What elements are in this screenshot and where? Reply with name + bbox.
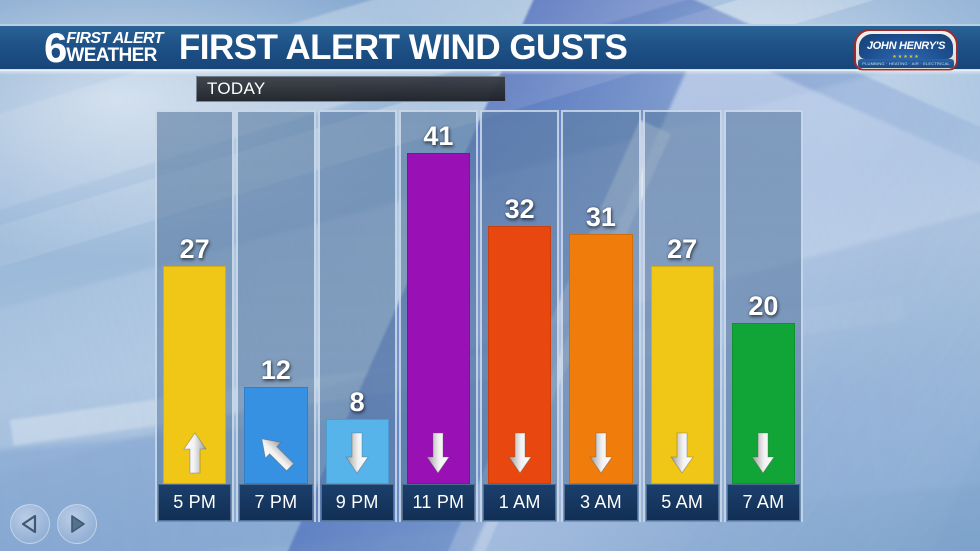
chart-column[interactable]: 27 5 AM bbox=[642, 110, 722, 522]
arrow-down-icon bbox=[751, 432, 776, 474]
station-logo-words: FIRST ALERT WEATHER bbox=[66, 29, 163, 66]
bar bbox=[569, 234, 633, 484]
bar bbox=[244, 387, 308, 484]
day-label: TODAY bbox=[207, 79, 266, 98]
time-label: 3 AM bbox=[579, 492, 622, 512]
sponsor-logo: JOHN HENRY'S ★★★★★ PLUMBING · HEATING · … bbox=[854, 29, 958, 71]
navigation-controls bbox=[10, 504, 97, 544]
sponsor-tagline: PLUMBING · HEATING · AIR · ELECTRICAL bbox=[858, 59, 954, 68]
time-label-box: 11 PM bbox=[401, 484, 475, 521]
next-button[interactable] bbox=[57, 504, 97, 544]
bar bbox=[488, 226, 552, 484]
time-label: 11 PM bbox=[412, 492, 465, 512]
chart-column[interactable]: 41 11 PM bbox=[398, 110, 478, 522]
bar-area: 27 bbox=[157, 113, 232, 484]
sponsor-name: JOHN HENRY'S bbox=[866, 40, 946, 52]
chart-column[interactable]: 27 5 PM bbox=[155, 110, 235, 522]
previous-button[interactable] bbox=[10, 504, 50, 544]
day-label-bar: TODAY bbox=[196, 76, 506, 102]
sponsor-shield-inner bbox=[859, 34, 953, 59]
sponsor-shield: JOHN HENRY'S ★★★★★ PLUMBING · HEATING · … bbox=[854, 29, 958, 71]
bar bbox=[650, 266, 714, 484]
chevron-right-icon bbox=[71, 515, 85, 533]
arrow-down-icon bbox=[589, 432, 613, 474]
chart-column[interactable]: 12 7 PM bbox=[236, 110, 316, 522]
header-banner: 6 FIRST ALERT WEATHER FIRST ALERT WIND G… bbox=[0, 23, 980, 75]
bar-value-label: 41 bbox=[423, 121, 454, 151]
time-label: 7 AM bbox=[742, 492, 785, 512]
time-label: 5 AM bbox=[661, 492, 704, 512]
time-label-box: 5 PM bbox=[158, 484, 232, 521]
bar bbox=[731, 323, 795, 484]
bar-value-label: 31 bbox=[585, 202, 616, 232]
bar-value-label: 12 bbox=[260, 355, 291, 385]
time-label: 7 PM bbox=[254, 492, 298, 512]
sponsor-stars: ★★★★★ bbox=[892, 54, 920, 60]
station-logo-number: 6 bbox=[44, 23, 67, 71]
time-label-box: 1 AM bbox=[483, 484, 557, 521]
time-label: 5 PM bbox=[173, 492, 217, 512]
chart-column[interactable]: 32 1 AM bbox=[480, 110, 560, 522]
arrow-down-icon bbox=[426, 432, 451, 474]
time-label: 1 AM bbox=[498, 492, 541, 512]
arrow-up-left-icon bbox=[261, 438, 295, 472]
arrow-down-icon bbox=[670, 432, 694, 474]
wind-gust-bar-chart: 27 5 PM 12 7 PM 8 9 PM 41 11 PM 32 1 AM 31 3 AM 27 5 … bbox=[155, 110, 803, 522]
time-label-box: 7 PM bbox=[239, 484, 313, 521]
bar-area: 12 bbox=[238, 113, 313, 484]
time-label-box: 7 AM bbox=[726, 484, 800, 521]
bar-area: 31 bbox=[563, 113, 638, 484]
bar-value-label: 27 bbox=[667, 234, 698, 264]
station-logo-line2: WEATHER bbox=[66, 44, 157, 66]
arrow-up-icon bbox=[182, 432, 207, 474]
bar-area: 27 bbox=[645, 113, 720, 484]
bar-value-label: 20 bbox=[748, 291, 779, 321]
chevron-left-icon bbox=[21, 514, 37, 534]
bar-area: 32 bbox=[482, 113, 557, 484]
chart-column[interactable]: 31 3 AM bbox=[561, 110, 641, 522]
time-label-box: 5 AM bbox=[645, 484, 719, 521]
arrow-down-icon bbox=[345, 432, 369, 474]
bar-value-label: 32 bbox=[504, 194, 535, 224]
time-label-box: 9 PM bbox=[320, 484, 394, 521]
time-label: 9 PM bbox=[335, 492, 379, 512]
bar bbox=[325, 419, 389, 484]
station-logo-line1: FIRST ALERT bbox=[66, 29, 163, 47]
arrow-down-icon bbox=[507, 432, 532, 474]
chart-column[interactable]: 20 7 AM bbox=[723, 110, 803, 522]
bar-area: 8 bbox=[320, 113, 395, 484]
time-label-box: 3 AM bbox=[564, 484, 638, 521]
bar bbox=[406, 153, 470, 484]
page-title: FIRST ALERT WIND GUSTS bbox=[178, 27, 628, 67]
station-logo: 6 FIRST ALERT WEATHER bbox=[44, 23, 163, 71]
chart-column[interactable]: 8 9 PM bbox=[317, 110, 397, 522]
bar-value-label: 8 bbox=[349, 387, 365, 417]
bar-area: 20 bbox=[726, 113, 801, 484]
bar bbox=[163, 266, 227, 484]
bar-area: 41 bbox=[401, 113, 476, 484]
bar-value-label: 27 bbox=[179, 234, 210, 264]
